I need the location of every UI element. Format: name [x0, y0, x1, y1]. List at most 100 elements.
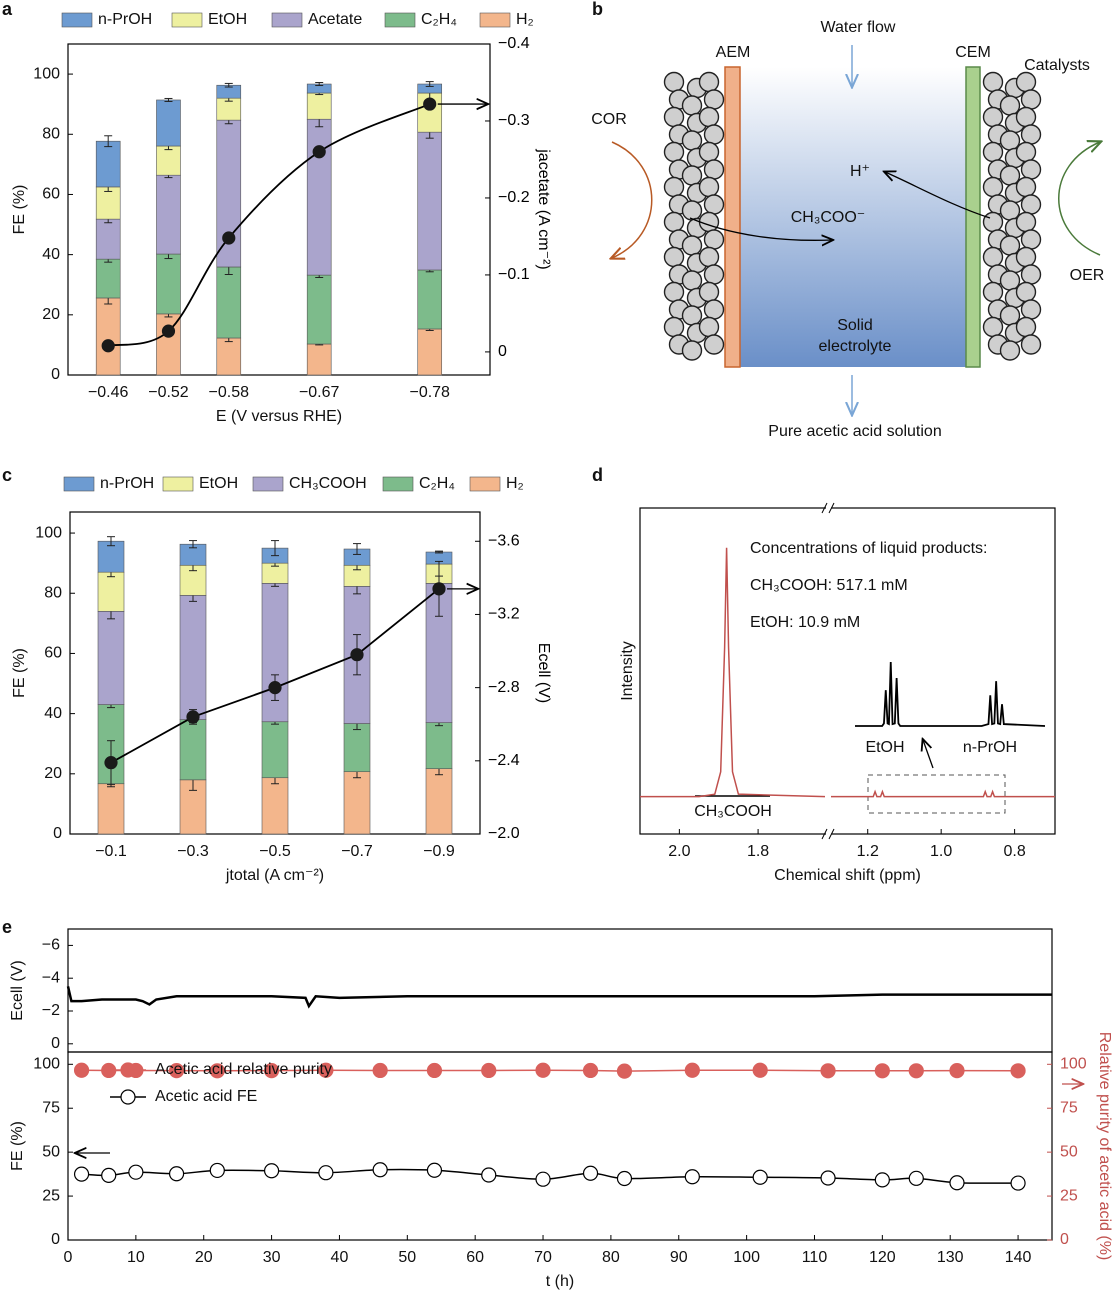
data-point [209, 1063, 225, 1079]
legend-label: CH₃COOH [289, 475, 367, 492]
x-tick-label: 0.8 [1003, 843, 1025, 860]
diagram: Water flow AEM CEM Catalysts COR OER H⁺ … [591, 19, 1104, 440]
data-point [312, 145, 326, 159]
particle [999, 95, 1021, 116]
particle [698, 316, 720, 338]
data-point [820, 1170, 836, 1186]
bar-segment [261, 583, 289, 723]
x-tick-label: 30 [263, 1249, 281, 1266]
data-point [481, 1062, 497, 1079]
data-point [684, 1062, 700, 1078]
particle [698, 281, 720, 303]
y-tick-label: 0 [53, 825, 62, 842]
particle [982, 71, 1004, 93]
particle [663, 211, 685, 233]
legend-swatch [252, 476, 284, 492]
y2-axis-label: jacetate (A cm⁻²) [535, 148, 552, 269]
particle [703, 299, 725, 320]
y-axis-label: FE (%) [11, 648, 28, 698]
data-point [426, 1062, 443, 1079]
particle [1015, 281, 1037, 303]
annotation: Concentrations of liquid products: [750, 540, 987, 557]
bar-segment [343, 771, 371, 835]
data-point [684, 1169, 700, 1185]
legend-label: Acetic acid FE [155, 1088, 257, 1105]
data-point [318, 1165, 334, 1181]
particle [703, 159, 725, 180]
bar-segment [95, 258, 121, 299]
data-point [582, 1165, 599, 1181]
particle [698, 246, 720, 268]
bar-segment [417, 328, 443, 376]
data-point [1010, 1063, 1026, 1079]
particle [1015, 211, 1037, 233]
particle [1020, 194, 1042, 215]
data-point [186, 710, 200, 724]
particle [982, 176, 1004, 198]
particle [663, 71, 685, 93]
aem-membrane [724, 66, 741, 368]
particle [1020, 124, 1042, 145]
bar-segment [95, 140, 121, 188]
y-tick-label: 50 [42, 1143, 60, 1160]
bar-segment [261, 777, 289, 835]
proton-arrow [885, 172, 991, 219]
error-bar [104, 135, 113, 148]
x-tick-label: 2.0 [668, 843, 690, 860]
inset-label: EtOH [865, 739, 904, 756]
legend-swatch [162, 476, 194, 492]
bar-segment [216, 119, 242, 268]
particle [698, 141, 720, 163]
data-line [107, 103, 431, 347]
data-point [318, 1062, 334, 1078]
legend-label: n-PrOH [98, 11, 152, 28]
data-point [949, 1063, 965, 1079]
legend-label: H₂ [506, 475, 524, 492]
legend-label: C₂H₄ [419, 475, 455, 492]
y-tick-label: 60 [42, 186, 60, 203]
particle [703, 334, 725, 355]
data-point [535, 1062, 551, 1078]
y-tick-label: −4 [42, 969, 60, 986]
particle [1015, 71, 1037, 93]
bar-segment [95, 186, 121, 220]
bar-segment [95, 297, 121, 376]
data-point [104, 756, 118, 770]
particle [698, 71, 720, 93]
x-tick-label: 90 [670, 1249, 688, 1266]
y2-tick-label: 100 [1060, 1056, 1087, 1073]
particle [999, 305, 1021, 326]
x-axis-label: E (V versus RHE) [216, 408, 342, 425]
zoom-arrow [923, 740, 934, 769]
data-point [426, 1162, 443, 1178]
axis-break [826, 505, 831, 511]
bar-segment [306, 92, 332, 120]
particle [663, 246, 685, 268]
x-axis-label: t (h) [546, 1273, 574, 1290]
panel-label: e [2, 917, 12, 937]
break-mark [821, 828, 828, 840]
y-tick-label: −2 [42, 1002, 60, 1019]
particle [663, 141, 685, 163]
y2-tick-label: −0.4 [498, 35, 530, 52]
x-tick-label: −0.9 [423, 843, 455, 860]
error-bar [189, 540, 197, 549]
data-point [73, 1062, 90, 1078]
bar-segment [216, 266, 242, 339]
bar-segment [156, 174, 181, 255]
catalyst-particles [663, 71, 1042, 361]
break-mark [821, 502, 828, 514]
data-point [209, 1162, 225, 1179]
x-tick-label: 1.0 [930, 843, 952, 860]
inset-label: n-PrOH [963, 739, 1017, 756]
x-tick-label: 60 [466, 1249, 484, 1266]
label: CEM [955, 44, 991, 61]
particle [703, 264, 725, 285]
y2-tick-label: 25 [1060, 1187, 1078, 1204]
data-point [168, 1166, 185, 1182]
x-tick-label: 40 [331, 1249, 349, 1266]
data-point [535, 1171, 551, 1187]
label: Solid [837, 317, 873, 334]
label: OER [1070, 267, 1105, 284]
